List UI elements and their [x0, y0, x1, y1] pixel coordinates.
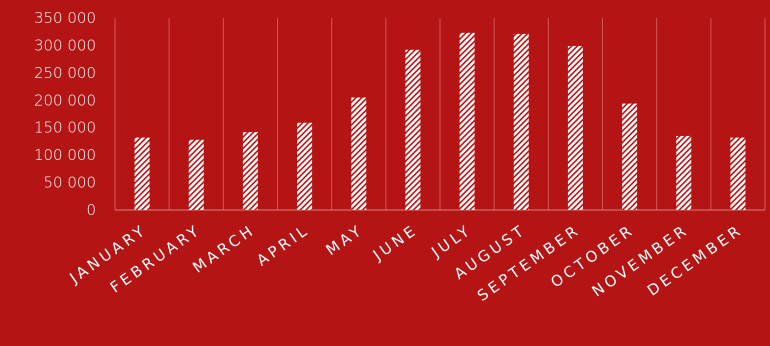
y-tick-label: 50 000	[44, 174, 97, 192]
y-tick-label: 250 000	[34, 64, 96, 82]
x-tick-label: APRIL	[253, 221, 312, 270]
bar	[567, 45, 583, 210]
bar	[134, 137, 150, 210]
bar	[351, 97, 367, 210]
y-tick-label: 350 000	[34, 9, 96, 27]
bar	[730, 137, 746, 210]
bar	[676, 135, 692, 210]
y-tick-label: 0	[86, 201, 96, 219]
x-tick-label: FEBRUARY	[107, 221, 205, 297]
grid	[114, 18, 766, 211]
x-tick-label: MAY	[323, 221, 367, 260]
bar	[405, 49, 421, 211]
x-tick-label: NOVEMBER	[589, 221, 692, 301]
bar	[513, 33, 529, 211]
bars	[134, 32, 746, 211]
x-tick-label: JUNE	[369, 221, 421, 265]
bar	[622, 103, 638, 210]
x-tick-label: DECEMBER	[644, 221, 746, 300]
bar	[188, 139, 204, 210]
bar	[242, 132, 258, 210]
y-tick-label: 100 000	[34, 146, 96, 164]
y-tick-label: 150 000	[34, 119, 96, 137]
y-tick-label: 200 000	[34, 91, 96, 109]
bar	[459, 32, 475, 210]
y-tick-label: 300 000	[34, 36, 96, 54]
y-axis: 0 50 000 100 000 150 000 200 000 250 000 300 0…	[34, 9, 96, 219]
bar	[297, 122, 313, 210]
